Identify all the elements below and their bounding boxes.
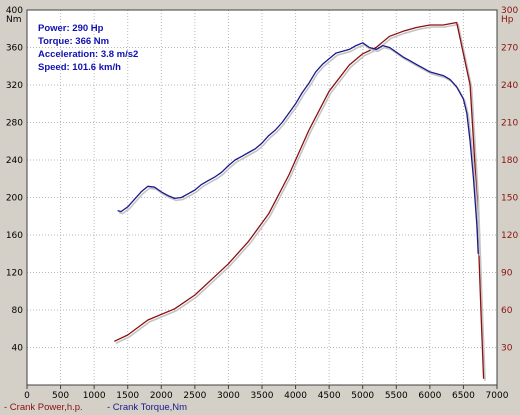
right-tick-label: 270 [501, 44, 518, 54]
legend-entry-1: - Crank Power,h.p. [4, 402, 83, 413]
left-tick-label: 40 [12, 344, 24, 354]
left-tick-label: 320 [6, 81, 23, 91]
x-tick-label: 6000 [418, 391, 441, 401]
x-tick-label: 5500 [385, 391, 408, 401]
x-tick-label: 6500 [452, 391, 475, 401]
info-line: Speed: 101.6 km/h [38, 62, 121, 73]
right-axis-unit-label: Hp [501, 15, 514, 25]
right-axis-tick-labels: 30 60 90 120 150 180 210 240 270 300 [501, 6, 518, 354]
legend: - Crank Power,h.p. - Crank Torque,Nm [4, 402, 187, 413]
series-lines [114, 21, 486, 381]
x-tick-label: 7000 [486, 391, 509, 401]
x-tick-label: 3000 [217, 391, 240, 401]
series-line-2 [117, 42, 479, 254]
info-line: Power: 290 Hp [38, 23, 104, 34]
x-tick-label: 5000 [351, 391, 374, 401]
right-tick-label: 300 [501, 6, 518, 16]
x-tick-label: 500 [52, 391, 69, 401]
left-tick-label: 240 [6, 156, 23, 166]
left-tick-label: 280 [6, 119, 23, 129]
right-tick-label: 180 [501, 156, 518, 166]
x-tick-label: 2500 [183, 391, 206, 401]
x-tick-label: 2000 [150, 391, 173, 401]
x-tick-label: 4500 [318, 391, 341, 401]
x-axis-tick-labels: 0 500 1000 1500 2000 2500 3000 3500 4000 4500 5000… [24, 385, 509, 401]
left-tick-label: 160 [6, 231, 23, 241]
x-tick-label: 4000 [284, 391, 307, 401]
left-tick-label: 200 [6, 194, 23, 204]
grid-lines [27, 10, 497, 385]
right-tick-label: 60 [501, 306, 513, 316]
right-tick-label: 30 [501, 344, 513, 354]
x-tick-label: 1500 [116, 391, 139, 401]
right-tick-label: 90 [501, 269, 513, 279]
x-tick-label: 3500 [251, 391, 274, 401]
info-box: Power: 290 Hp Torque: 366 Nm Acceleration:… [38, 23, 138, 73]
info-line: Acceleration: 3.8 m/s2 [38, 49, 138, 60]
right-tick-label: 120 [501, 231, 518, 241]
left-tick-label: 400 [6, 6, 23, 16]
series-line-1 [114, 21, 485, 379]
x-tick-label: 1000 [83, 391, 106, 401]
right-tick-label: 240 [501, 81, 518, 91]
info-line: Torque: 366 Nm [38, 36, 109, 47]
series-shadow-2 [118, 43, 481, 256]
right-tick-label: 210 [501, 119, 518, 129]
left-axis-unit-label: Nm [6, 15, 22, 25]
left-axis-tick-labels: 40 80 120 160 200 240 280 320 360 400 [6, 6, 23, 354]
series-shadow-1 [115, 23, 486, 381]
left-tick-label: 120 [6, 269, 23, 279]
right-tick-label: 150 [501, 194, 518, 204]
legend-entry-2: - Crank Torque,Nm [107, 402, 187, 413]
left-tick-label: 80 [12, 306, 24, 316]
x-tick-label: 0 [24, 391, 30, 401]
left-tick-label: 360 [6, 44, 23, 54]
